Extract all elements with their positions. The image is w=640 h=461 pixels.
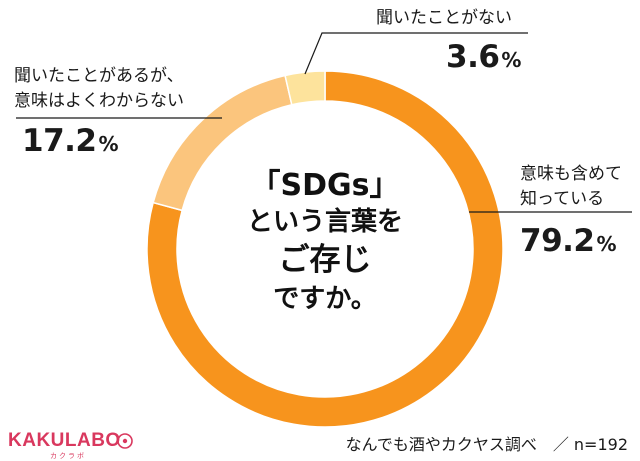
- label-never: 聞いたことがない: [376, 8, 512, 28]
- label-heard-line1: 聞いたことがあるが、: [14, 66, 184, 86]
- source-note: なんでも酒やカクヤス調べ ／ n=192: [345, 435, 628, 454]
- center-question-line1: 「SDGs」: [250, 168, 400, 203]
- pct-never: 3.6%: [446, 39, 521, 75]
- label-known-line1: 意味も含めて: [520, 164, 622, 184]
- pct-heard: 17.2%: [22, 123, 119, 159]
- kakulabo-logo-sub: カクラボ: [50, 452, 86, 460]
- logo-flower-icon: [117, 433, 133, 449]
- label-known-line2: 知っている: [520, 189, 605, 209]
- slice-never: [284, 70, 326, 106]
- center-question-line2: という言葉を: [246, 207, 403, 237]
- pct-known: 79.2%: [520, 223, 617, 259]
- kakulabo-logo: KAKULABO: [8, 430, 121, 451]
- label-heard-line2: 意味はよくわからない: [14, 91, 184, 111]
- leader-line-never: [304, 32, 528, 75]
- center-question-line3: ご存じ: [278, 242, 372, 278]
- slice-known: [146, 70, 504, 428]
- center-question-line4: ですか。: [273, 284, 377, 314]
